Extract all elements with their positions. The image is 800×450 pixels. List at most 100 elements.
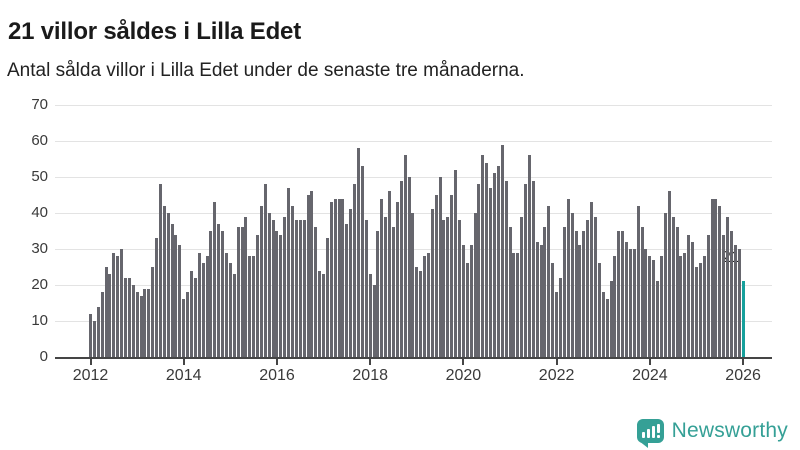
bar <box>539 245 543 357</box>
bar <box>287 187 291 357</box>
gridline <box>55 141 772 142</box>
bar <box>469 245 473 357</box>
bar <box>197 252 201 357</box>
bar <box>217 223 221 357</box>
bar <box>256 234 260 357</box>
bar <box>714 198 718 357</box>
bar <box>221 231 225 357</box>
bar <box>667 191 671 357</box>
bar <box>593 216 597 357</box>
bar <box>613 256 617 357</box>
bar <box>329 202 333 357</box>
bar <box>259 205 263 357</box>
bar <box>376 231 380 357</box>
bar <box>729 231 733 357</box>
bar <box>465 263 469 357</box>
y-axis-tick-label: 20 <box>31 276 48 293</box>
bar <box>543 227 547 357</box>
x-axis-tick <box>462 359 465 365</box>
bar-chart: 21 villor såldes i Lilla Edet Antal såld… <box>7 18 772 384</box>
y-axis-tick-label: 10 <box>31 312 48 329</box>
bar <box>240 227 244 357</box>
bar <box>244 216 248 357</box>
bar <box>578 245 582 357</box>
bar <box>419 270 423 357</box>
x-axis-tick <box>89 359 92 365</box>
bar <box>601 292 605 357</box>
bar <box>438 177 442 357</box>
bar <box>632 249 636 357</box>
bar <box>178 245 182 357</box>
bar <box>337 198 341 357</box>
bar <box>516 252 520 357</box>
bar <box>625 241 629 357</box>
bar <box>127 277 131 357</box>
bar <box>155 238 159 357</box>
bar <box>228 263 232 357</box>
bar <box>609 281 613 357</box>
bar <box>566 198 570 357</box>
bar <box>310 191 314 357</box>
bar <box>430 209 434 357</box>
bar <box>477 184 481 357</box>
bar <box>232 274 236 357</box>
bar <box>108 274 112 357</box>
bar <box>104 267 108 357</box>
y-axis-tick-label: 50 <box>31 168 48 185</box>
bar <box>683 252 687 357</box>
bar <box>706 234 710 357</box>
bar <box>527 155 531 357</box>
chart-title: 21 villor såldes i Lilla Edet <box>8 18 301 46</box>
bar <box>415 267 419 357</box>
bar <box>547 205 551 357</box>
bar <box>702 256 706 357</box>
bar <box>504 180 508 357</box>
bar <box>492 173 496 357</box>
highlighted-latest-bar <box>741 281 745 357</box>
bar <box>496 166 500 357</box>
bar <box>345 223 349 357</box>
bar <box>174 234 178 357</box>
newsworthy-logo[interactable]: Newsworthy <box>636 419 788 448</box>
x-axis-tick <box>276 359 278 365</box>
x-axis-line <box>55 357 772 359</box>
bar <box>446 216 450 357</box>
x-axis-tick <box>742 359 745 365</box>
bar <box>698 263 702 357</box>
bar <box>248 256 252 357</box>
logo-exclamation-stem <box>656 424 660 433</box>
bar <box>236 227 240 357</box>
bar <box>450 195 454 357</box>
bar <box>170 223 174 357</box>
newsworthy-bubble-chart-icon <box>636 419 664 448</box>
bar <box>147 288 151 357</box>
bar <box>209 231 213 357</box>
bar <box>372 285 376 357</box>
bar <box>648 256 652 357</box>
y-axis-tick-label: 60 <box>31 132 48 149</box>
bar <box>100 292 104 357</box>
bar <box>660 256 664 357</box>
bar <box>733 245 737 357</box>
bar <box>364 220 368 357</box>
bar <box>193 277 197 357</box>
bar <box>454 169 458 357</box>
bar <box>131 285 135 357</box>
bar <box>158 184 162 357</box>
bar <box>458 220 462 357</box>
bar <box>279 234 283 357</box>
bar <box>423 256 427 357</box>
bar <box>722 234 726 357</box>
bar <box>190 270 193 357</box>
bar <box>586 220 590 357</box>
bar <box>737 249 741 357</box>
x-axis-tick <box>182 359 185 365</box>
bar <box>112 252 116 357</box>
bar <box>687 234 691 357</box>
bar <box>461 245 465 357</box>
bar <box>275 231 279 357</box>
bar <box>434 195 438 357</box>
bar <box>679 256 683 357</box>
bar <box>403 155 407 357</box>
bar <box>205 256 209 357</box>
